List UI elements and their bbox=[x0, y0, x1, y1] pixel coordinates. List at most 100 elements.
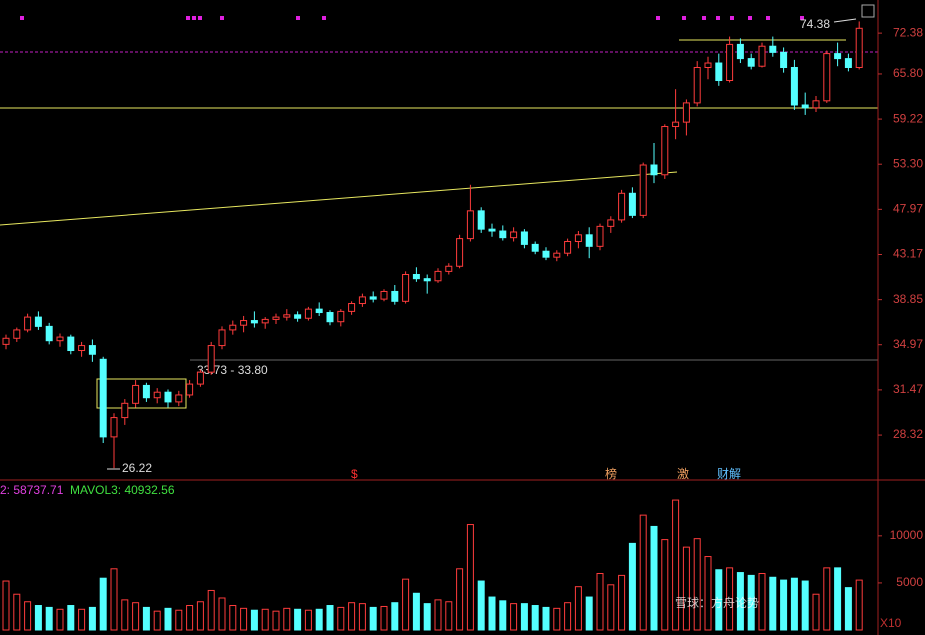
volume-bar bbox=[488, 596, 496, 631]
volume-bar bbox=[531, 605, 539, 631]
volume-bar bbox=[326, 605, 334, 631]
scale-button[interactable]: X10 bbox=[880, 616, 902, 630]
candle-body bbox=[639, 164, 647, 216]
volume-bar bbox=[693, 538, 701, 631]
volume-bar bbox=[2, 580, 10, 631]
candle-body bbox=[272, 316, 280, 320]
volume-bar bbox=[272, 610, 280, 631]
y-tick-label: 65.80 bbox=[893, 66, 923, 80]
volume-bar bbox=[628, 542, 636, 631]
trend-line bbox=[0, 171, 678, 226]
volume-bar bbox=[618, 574, 626, 631]
volume-bar bbox=[445, 601, 453, 631]
candle-body bbox=[510, 231, 518, 239]
candle-body bbox=[477, 210, 485, 230]
candle-body bbox=[520, 231, 528, 245]
candle-body bbox=[380, 290, 388, 300]
volume-bar bbox=[186, 605, 194, 631]
volume-bar bbox=[736, 572, 744, 631]
volume-bar bbox=[790, 577, 798, 631]
candle-body bbox=[56, 336, 64, 342]
candle-body bbox=[661, 126, 669, 176]
volume-bar bbox=[175, 609, 183, 631]
candle-body bbox=[574, 234, 582, 242]
candle-body bbox=[564, 240, 572, 254]
top-markers bbox=[20, 16, 804, 20]
candle-body bbox=[207, 345, 215, 373]
candle-body bbox=[110, 417, 118, 438]
volume-bar bbox=[704, 556, 712, 631]
candle-body bbox=[650, 164, 658, 176]
event-marker: 激 bbox=[677, 467, 689, 481]
volume-bar bbox=[358, 603, 366, 631]
volume-bar bbox=[250, 609, 258, 631]
volume-bar bbox=[110, 568, 118, 631]
candle-body bbox=[553, 252, 561, 258]
candle-body bbox=[715, 62, 723, 82]
candle-body bbox=[672, 121, 680, 128]
candle-body bbox=[596, 225, 604, 247]
volume-bar bbox=[304, 609, 312, 631]
candle-body bbox=[812, 100, 820, 109]
candle-body bbox=[456, 238, 464, 267]
volume-bar bbox=[650, 525, 658, 631]
candle-body bbox=[628, 192, 636, 216]
candle-body bbox=[488, 228, 496, 232]
volume-bar bbox=[67, 605, 75, 631]
volume-bar bbox=[283, 607, 291, 631]
candle-body bbox=[88, 345, 96, 355]
volume-bar bbox=[218, 597, 226, 631]
volume-bar bbox=[164, 607, 172, 631]
candle-body bbox=[348, 303, 356, 312]
volume-bar bbox=[207, 589, 215, 631]
volume-bar bbox=[596, 573, 604, 631]
candle-body bbox=[153, 391, 161, 399]
volume-bar bbox=[607, 584, 615, 631]
volume-bar bbox=[769, 576, 777, 631]
candle-body bbox=[499, 230, 507, 239]
candle-body bbox=[78, 345, 86, 352]
candle-body bbox=[466, 210, 474, 240]
volume-bar bbox=[229, 605, 237, 631]
candle-body bbox=[780, 51, 788, 68]
volume-bar bbox=[337, 606, 345, 631]
candle-body bbox=[67, 336, 75, 352]
volume-bar bbox=[747, 574, 755, 631]
candle-body bbox=[412, 273, 420, 280]
volume-bar bbox=[585, 596, 593, 631]
candle-body bbox=[196, 371, 204, 385]
candle-body bbox=[844, 58, 852, 68]
volume-bar bbox=[45, 606, 53, 631]
candle-body bbox=[855, 27, 863, 68]
box-zone bbox=[96, 378, 187, 409]
volume-bar bbox=[812, 593, 820, 631]
y-tick-label: 38.85 bbox=[893, 292, 923, 306]
volume-bar bbox=[348, 602, 356, 631]
candle-body bbox=[726, 43, 734, 82]
candle-body bbox=[326, 312, 334, 323]
volume-bar bbox=[121, 599, 129, 631]
volume-bar bbox=[142, 606, 150, 631]
candle-body bbox=[736, 43, 744, 60]
candle-body bbox=[34, 316, 42, 327]
candle-body bbox=[229, 324, 237, 331]
candle-body bbox=[164, 391, 172, 403]
candle-body bbox=[175, 394, 183, 403]
volume-bar bbox=[412, 592, 420, 631]
candle-body bbox=[261, 318, 269, 324]
candle-body bbox=[315, 308, 323, 314]
volume-bar bbox=[369, 606, 377, 631]
event-marker: $ bbox=[351, 467, 358, 481]
candle-body bbox=[607, 219, 615, 227]
low-annotation: 26.22 bbox=[122, 461, 152, 475]
high-annotation: 74.38 bbox=[800, 17, 830, 31]
corner-button[interactable] bbox=[861, 4, 875, 18]
volume-bar bbox=[672, 499, 680, 631]
volume-bar bbox=[477, 580, 485, 631]
volume-bar bbox=[801, 580, 809, 631]
candle-body bbox=[45, 325, 53, 342]
volume-bar bbox=[510, 603, 518, 631]
y-tick-label: 28.32 bbox=[893, 427, 923, 441]
volume-bar bbox=[34, 605, 42, 631]
